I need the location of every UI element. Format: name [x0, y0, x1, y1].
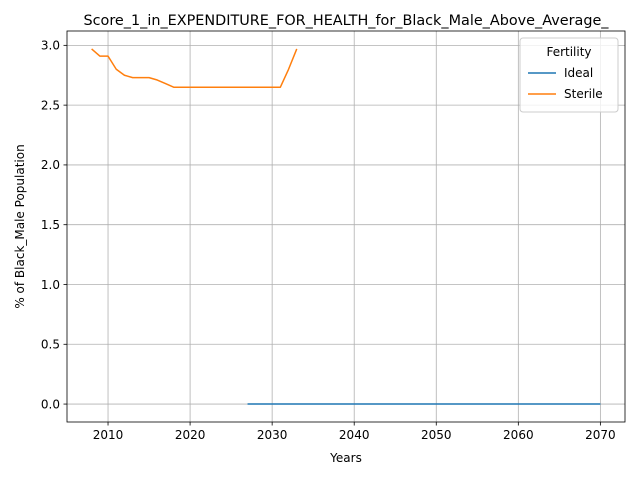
- y-tick-label: 2.0: [41, 158, 60, 172]
- series-line-sterile: [92, 49, 297, 87]
- y-axis-ticks: 0.0 0.5 1.0 1.5 2.0 2.5 3.0: [41, 39, 67, 412]
- x-tick-label: 2020: [175, 428, 206, 442]
- y-tick-label: 1.5: [41, 218, 60, 232]
- x-tick-label: 2070: [585, 428, 616, 442]
- legend: Fertility Ideal Sterile: [520, 38, 618, 112]
- y-tick-label: 2.5: [41, 98, 60, 112]
- legend-title: Fertility: [546, 45, 591, 59]
- legend-label-ideal: Ideal: [564, 66, 593, 80]
- chart-title: Score_1_in_EXPENDITURE_FOR_HEALTH_for_Bl…: [83, 13, 609, 29]
- x-axis-label: Years: [329, 451, 362, 465]
- x-tick-label: 2060: [503, 428, 534, 442]
- y-tick-label: 1.0: [41, 278, 60, 292]
- x-tick-label: 2030: [257, 428, 288, 442]
- y-axis-label: % of Black_Male Population: [13, 144, 27, 308]
- x-tick-label: 2050: [421, 428, 452, 442]
- y-tick-label: 0.0: [41, 397, 60, 411]
- y-tick-label: 0.5: [41, 338, 60, 352]
- x-axis-ticks: 2010 2020 2030 2040 2050 2060 2070: [93, 422, 616, 442]
- y-tick-label: 3.0: [41, 39, 60, 53]
- x-tick-label: 2040: [339, 428, 370, 442]
- legend-label-sterile: Sterile: [564, 87, 603, 101]
- x-tick-label: 2010: [93, 428, 124, 442]
